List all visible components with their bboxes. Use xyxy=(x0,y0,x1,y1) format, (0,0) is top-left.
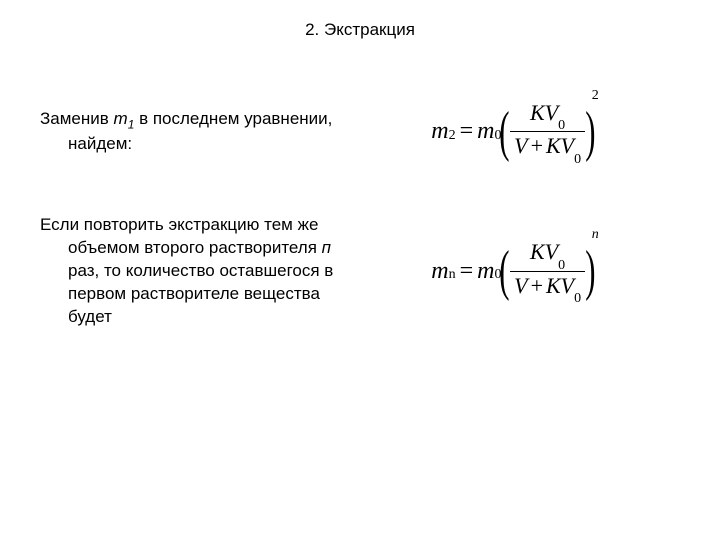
f2-lparen: ( xyxy=(500,243,510,299)
text-2-line2: раз, то количество оставшегося в первом … xyxy=(68,261,333,326)
f1-exp: 2 xyxy=(592,88,599,104)
f2-rparen: ) xyxy=(585,243,595,299)
formula-1: m2 = m0 ( KV0 V+KV0 ) 2 xyxy=(431,100,599,164)
f1-paren-group: ( KV0 V+KV0 ) xyxy=(501,100,593,164)
f2-frac-line xyxy=(510,271,585,272)
f2-den: V+KV0 xyxy=(510,273,585,303)
f2-frac: KV0 V+KV0 xyxy=(510,239,585,303)
text-block-1: Заменив m1 в последнем уравнении, найдем… xyxy=(40,108,340,156)
f1-rparen: ) xyxy=(585,104,595,160)
f2-num: KV0 xyxy=(526,239,569,269)
f1-rhs-coef: m xyxy=(477,118,494,145)
text-1-before: Заменив xyxy=(40,109,114,128)
row-2: Если повторить экстракцию тем же объемом… xyxy=(40,214,680,329)
f1-den-sub: 0 xyxy=(574,152,581,167)
f2-den-kv: KV xyxy=(546,273,574,298)
f1-lparen: ( xyxy=(500,104,510,160)
content-area: Заменив m1 в последнем уравнении, найдем… xyxy=(0,40,720,329)
slide-title: 2. Экстракция xyxy=(0,0,720,40)
f1-den-kv: KV xyxy=(546,133,574,158)
text-2-line1: Если повторить экстракцию тем же объемом… xyxy=(40,215,322,257)
f1-lhs-var: m xyxy=(431,118,448,145)
f1-num-sub: 0 xyxy=(558,118,565,133)
formula-block-1: m2 = m0 ( KV0 V+KV0 ) 2 xyxy=(350,100,680,164)
f1-frac: KV0 V+KV0 xyxy=(510,100,585,164)
f2-lhs-sub: n xyxy=(449,267,456,283)
formula-2: mn = m0 ( KV0 V+KV0 ) n xyxy=(431,239,599,303)
f1-eq: = xyxy=(460,118,474,145)
f1-num: KV0 xyxy=(526,100,569,130)
f1-den: V+KV0 xyxy=(510,133,585,163)
f1-frac-line xyxy=(510,131,585,132)
f2-lhs-var: m xyxy=(431,258,448,285)
f2-den-v: V xyxy=(514,273,527,298)
f2-num-sub: 0 xyxy=(558,258,565,273)
f1-lhs-sub: 2 xyxy=(449,128,456,144)
f2-rhs-coef: m xyxy=(477,258,494,285)
f2-eq: = xyxy=(460,258,474,285)
f2-den-sub: 0 xyxy=(574,291,581,306)
text-block-2: Если повторить экстракцию тем же объемом… xyxy=(40,214,340,329)
f1-den-plus: + xyxy=(531,133,543,158)
formula-block-2: mn = m0 ( KV0 V+KV0 ) n xyxy=(350,239,680,303)
f1-den-v: V xyxy=(514,133,527,158)
f2-paren-group: ( KV0 V+KV0 ) xyxy=(501,239,593,303)
f2-exp: n xyxy=(592,227,599,243)
text-2-var: п xyxy=(322,238,331,257)
f1-num-kv: KV xyxy=(530,100,558,125)
f2-num-kv: KV xyxy=(530,239,558,264)
f2-den-plus: + xyxy=(531,273,543,298)
text-1-var: m xyxy=(114,109,128,128)
row-1: Заменив m1 в последнем уравнении, найдем… xyxy=(40,100,680,164)
